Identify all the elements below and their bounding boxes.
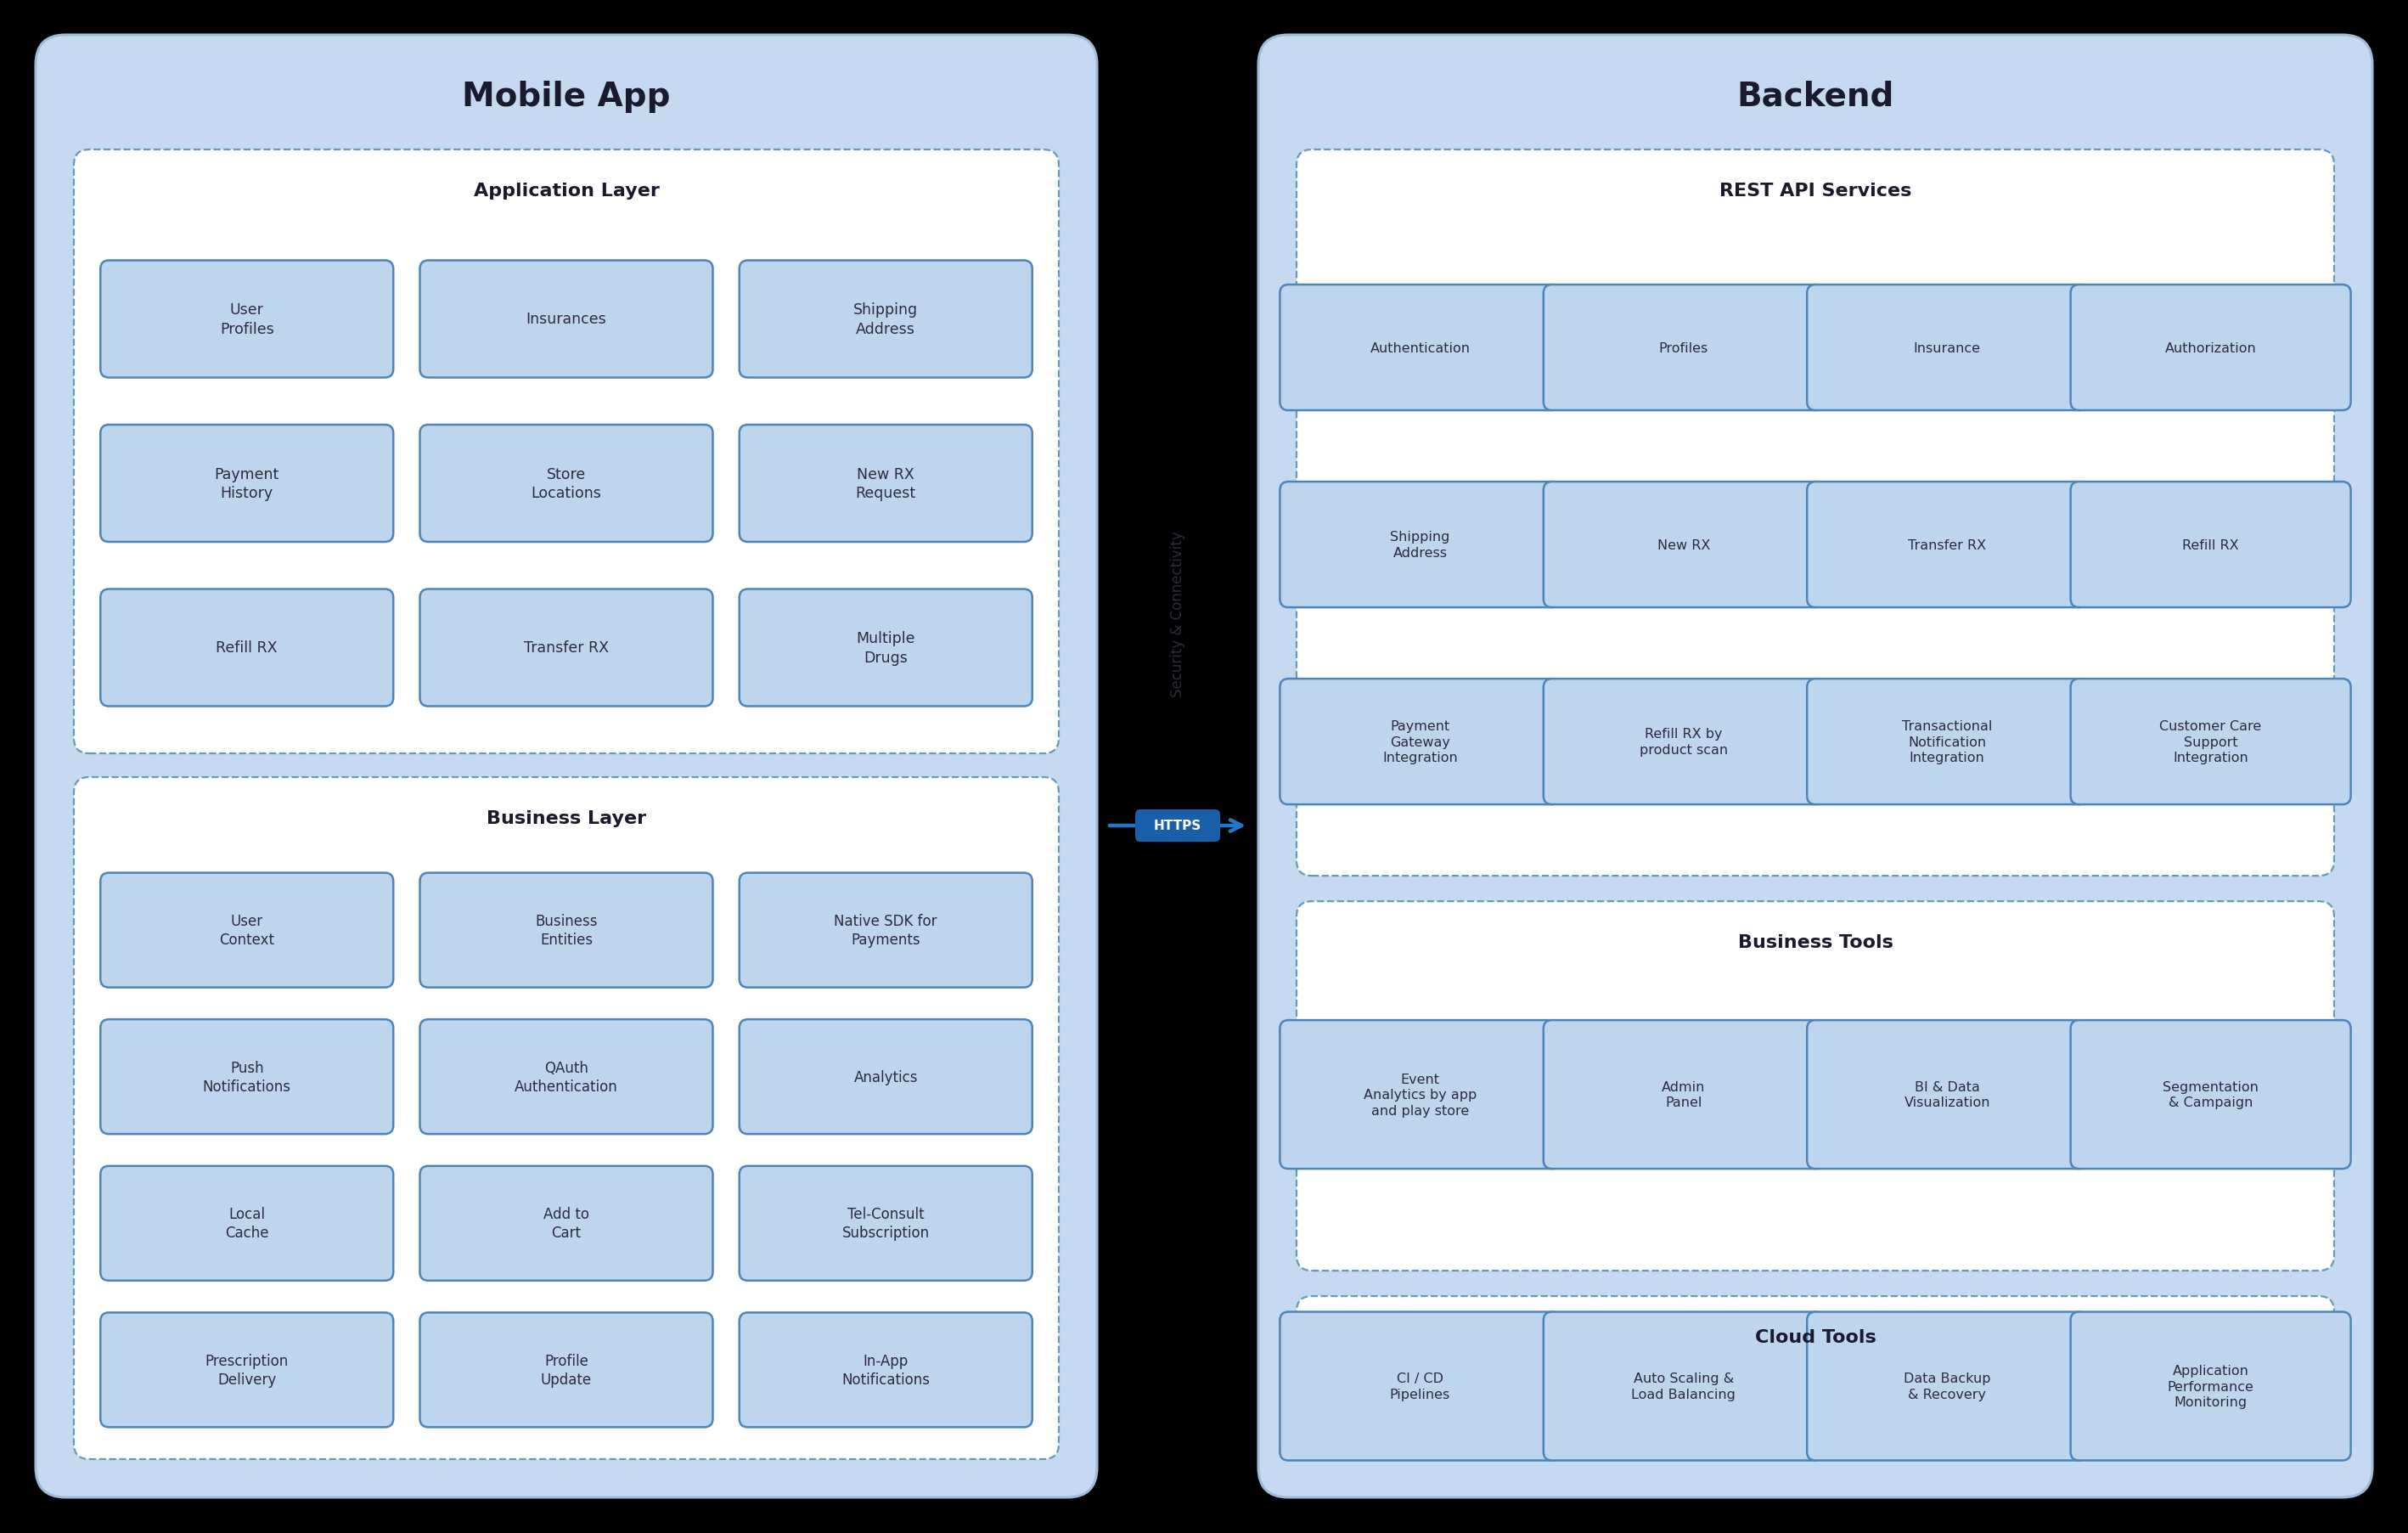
FancyBboxPatch shape — [1281, 285, 1560, 411]
Text: User
Context: User Context — [219, 914, 275, 947]
FancyBboxPatch shape — [101, 874, 393, 987]
FancyBboxPatch shape — [1259, 35, 2372, 1498]
FancyBboxPatch shape — [739, 590, 1033, 707]
Text: Security & Connectivity: Security & Connectivity — [1170, 530, 1185, 696]
FancyBboxPatch shape — [419, 1167, 713, 1280]
FancyBboxPatch shape — [1544, 679, 1823, 805]
FancyBboxPatch shape — [1544, 1021, 1823, 1170]
Text: Insurances: Insurances — [525, 311, 607, 327]
Text: Authentication: Authentication — [1370, 342, 1471, 354]
Text: Refill RX: Refill RX — [217, 641, 277, 656]
Text: Transactional
Notification
Integration: Transactional Notification Integration — [1902, 721, 1991, 763]
Text: Shipping
Address: Shipping Address — [1389, 530, 1450, 560]
FancyBboxPatch shape — [419, 261, 713, 379]
FancyBboxPatch shape — [739, 1312, 1033, 1427]
FancyBboxPatch shape — [1806, 483, 2088, 607]
Text: Store
Locations: Store Locations — [532, 466, 602, 501]
FancyBboxPatch shape — [1806, 285, 2088, 411]
FancyBboxPatch shape — [1281, 483, 1560, 607]
Text: Business Tools: Business Tools — [1739, 934, 1893, 950]
FancyBboxPatch shape — [1134, 809, 1221, 842]
FancyBboxPatch shape — [1806, 1312, 2088, 1461]
FancyBboxPatch shape — [1806, 1021, 2088, 1170]
FancyBboxPatch shape — [1281, 1312, 1560, 1461]
Text: New RX
Request: New RX Request — [855, 466, 915, 501]
Text: Payment
Gateway
Integration: Payment Gateway Integration — [1382, 721, 1457, 763]
Text: Add to
Cart: Add to Cart — [544, 1206, 590, 1240]
FancyBboxPatch shape — [101, 1019, 393, 1134]
Text: Tel-Consult
Subscription: Tel-Consult Subscription — [843, 1206, 929, 1240]
FancyBboxPatch shape — [36, 35, 1098, 1498]
FancyBboxPatch shape — [2071, 285, 2350, 411]
FancyBboxPatch shape — [1544, 483, 1823, 607]
Text: CI / CD
Pipelines: CI / CD Pipelines — [1389, 1372, 1450, 1401]
Text: Business
Entities: Business Entities — [535, 914, 597, 947]
FancyBboxPatch shape — [2071, 679, 2350, 805]
FancyBboxPatch shape — [419, 874, 713, 987]
Text: Auto Scaling &
Load Balancing: Auto Scaling & Load Balancing — [1630, 1372, 1736, 1401]
FancyBboxPatch shape — [739, 1167, 1033, 1280]
Text: Authorization: Authorization — [2165, 342, 2256, 354]
FancyBboxPatch shape — [101, 1312, 393, 1427]
FancyBboxPatch shape — [1806, 679, 2088, 805]
FancyBboxPatch shape — [739, 1019, 1033, 1134]
FancyBboxPatch shape — [2071, 1312, 2350, 1461]
FancyBboxPatch shape — [419, 1312, 713, 1427]
FancyBboxPatch shape — [1296, 901, 2333, 1271]
Text: Admin
Panel: Admin Panel — [1662, 1081, 1705, 1108]
Text: Shipping
Address: Shipping Address — [852, 302, 917, 337]
Text: Data Backup
& Recovery: Data Backup & Recovery — [1905, 1372, 1991, 1401]
Text: Event
Analytics by app
and play store: Event Analytics by app and play store — [1363, 1073, 1476, 1118]
FancyBboxPatch shape — [101, 590, 393, 707]
Text: Multiple
Drugs: Multiple Drugs — [857, 632, 915, 665]
FancyBboxPatch shape — [1544, 1312, 1823, 1461]
FancyBboxPatch shape — [739, 261, 1033, 379]
Text: New RX: New RX — [1657, 538, 1710, 552]
FancyBboxPatch shape — [2071, 1021, 2350, 1170]
Text: Refill RX: Refill RX — [2182, 538, 2239, 552]
Text: QAuth
Authentication: QAuth Authentication — [515, 1059, 619, 1095]
Text: Profile
Update: Profile Update — [542, 1354, 592, 1387]
Text: In-App
Notifications: In-App Notifications — [843, 1354, 929, 1387]
Text: Application Layer: Application Layer — [474, 182, 660, 199]
Text: Segmentation
& Campaign: Segmentation & Campaign — [2162, 1081, 2259, 1108]
Text: Transfer RX: Transfer RX — [525, 641, 609, 656]
Text: Refill RX by
product scan: Refill RX by product scan — [1640, 728, 1729, 756]
Text: HTTPS: HTTPS — [1153, 820, 1202, 832]
Text: Analytics: Analytics — [855, 1070, 917, 1084]
FancyBboxPatch shape — [419, 425, 713, 543]
Text: Customer Care
Support
Integration: Customer Care Support Integration — [2160, 721, 2261, 763]
Text: Transfer RX: Transfer RX — [1907, 538, 1987, 552]
FancyBboxPatch shape — [101, 1167, 393, 1280]
FancyBboxPatch shape — [1544, 285, 1823, 411]
Text: Push
Notifications: Push Notifications — [202, 1059, 291, 1095]
FancyBboxPatch shape — [419, 1019, 713, 1134]
Text: Local
Cache: Local Cache — [224, 1206, 270, 1240]
Text: Insurance: Insurance — [1914, 342, 1982, 354]
Text: Backend: Backend — [1736, 81, 1895, 113]
FancyBboxPatch shape — [101, 261, 393, 379]
Text: REST API Services: REST API Services — [1719, 182, 1912, 199]
FancyBboxPatch shape — [75, 150, 1060, 754]
Text: Payment
History: Payment History — [214, 466, 279, 501]
FancyBboxPatch shape — [75, 777, 1060, 1459]
Text: User
Profiles: User Profiles — [219, 302, 275, 337]
FancyBboxPatch shape — [1296, 150, 2333, 877]
Text: Native SDK for
Payments: Native SDK for Payments — [833, 914, 937, 947]
Text: Prescription
Delivery: Prescription Delivery — [205, 1354, 289, 1387]
FancyBboxPatch shape — [101, 425, 393, 543]
FancyBboxPatch shape — [739, 874, 1033, 987]
Text: Mobile App: Mobile App — [462, 81, 669, 113]
Text: Profiles: Profiles — [1659, 342, 1707, 354]
Text: Cloud Tools: Cloud Tools — [1755, 1329, 1876, 1346]
FancyBboxPatch shape — [1296, 1297, 2333, 1459]
FancyBboxPatch shape — [1281, 1021, 1560, 1170]
FancyBboxPatch shape — [2071, 483, 2350, 607]
Text: BI & Data
Visualization: BI & Data Visualization — [1905, 1081, 1989, 1108]
FancyBboxPatch shape — [1281, 679, 1560, 805]
Text: Application
Performance
Monitoring: Application Performance Monitoring — [2167, 1364, 2254, 1409]
FancyBboxPatch shape — [739, 425, 1033, 543]
Text: Business Layer: Business Layer — [486, 809, 645, 826]
FancyBboxPatch shape — [419, 590, 713, 707]
